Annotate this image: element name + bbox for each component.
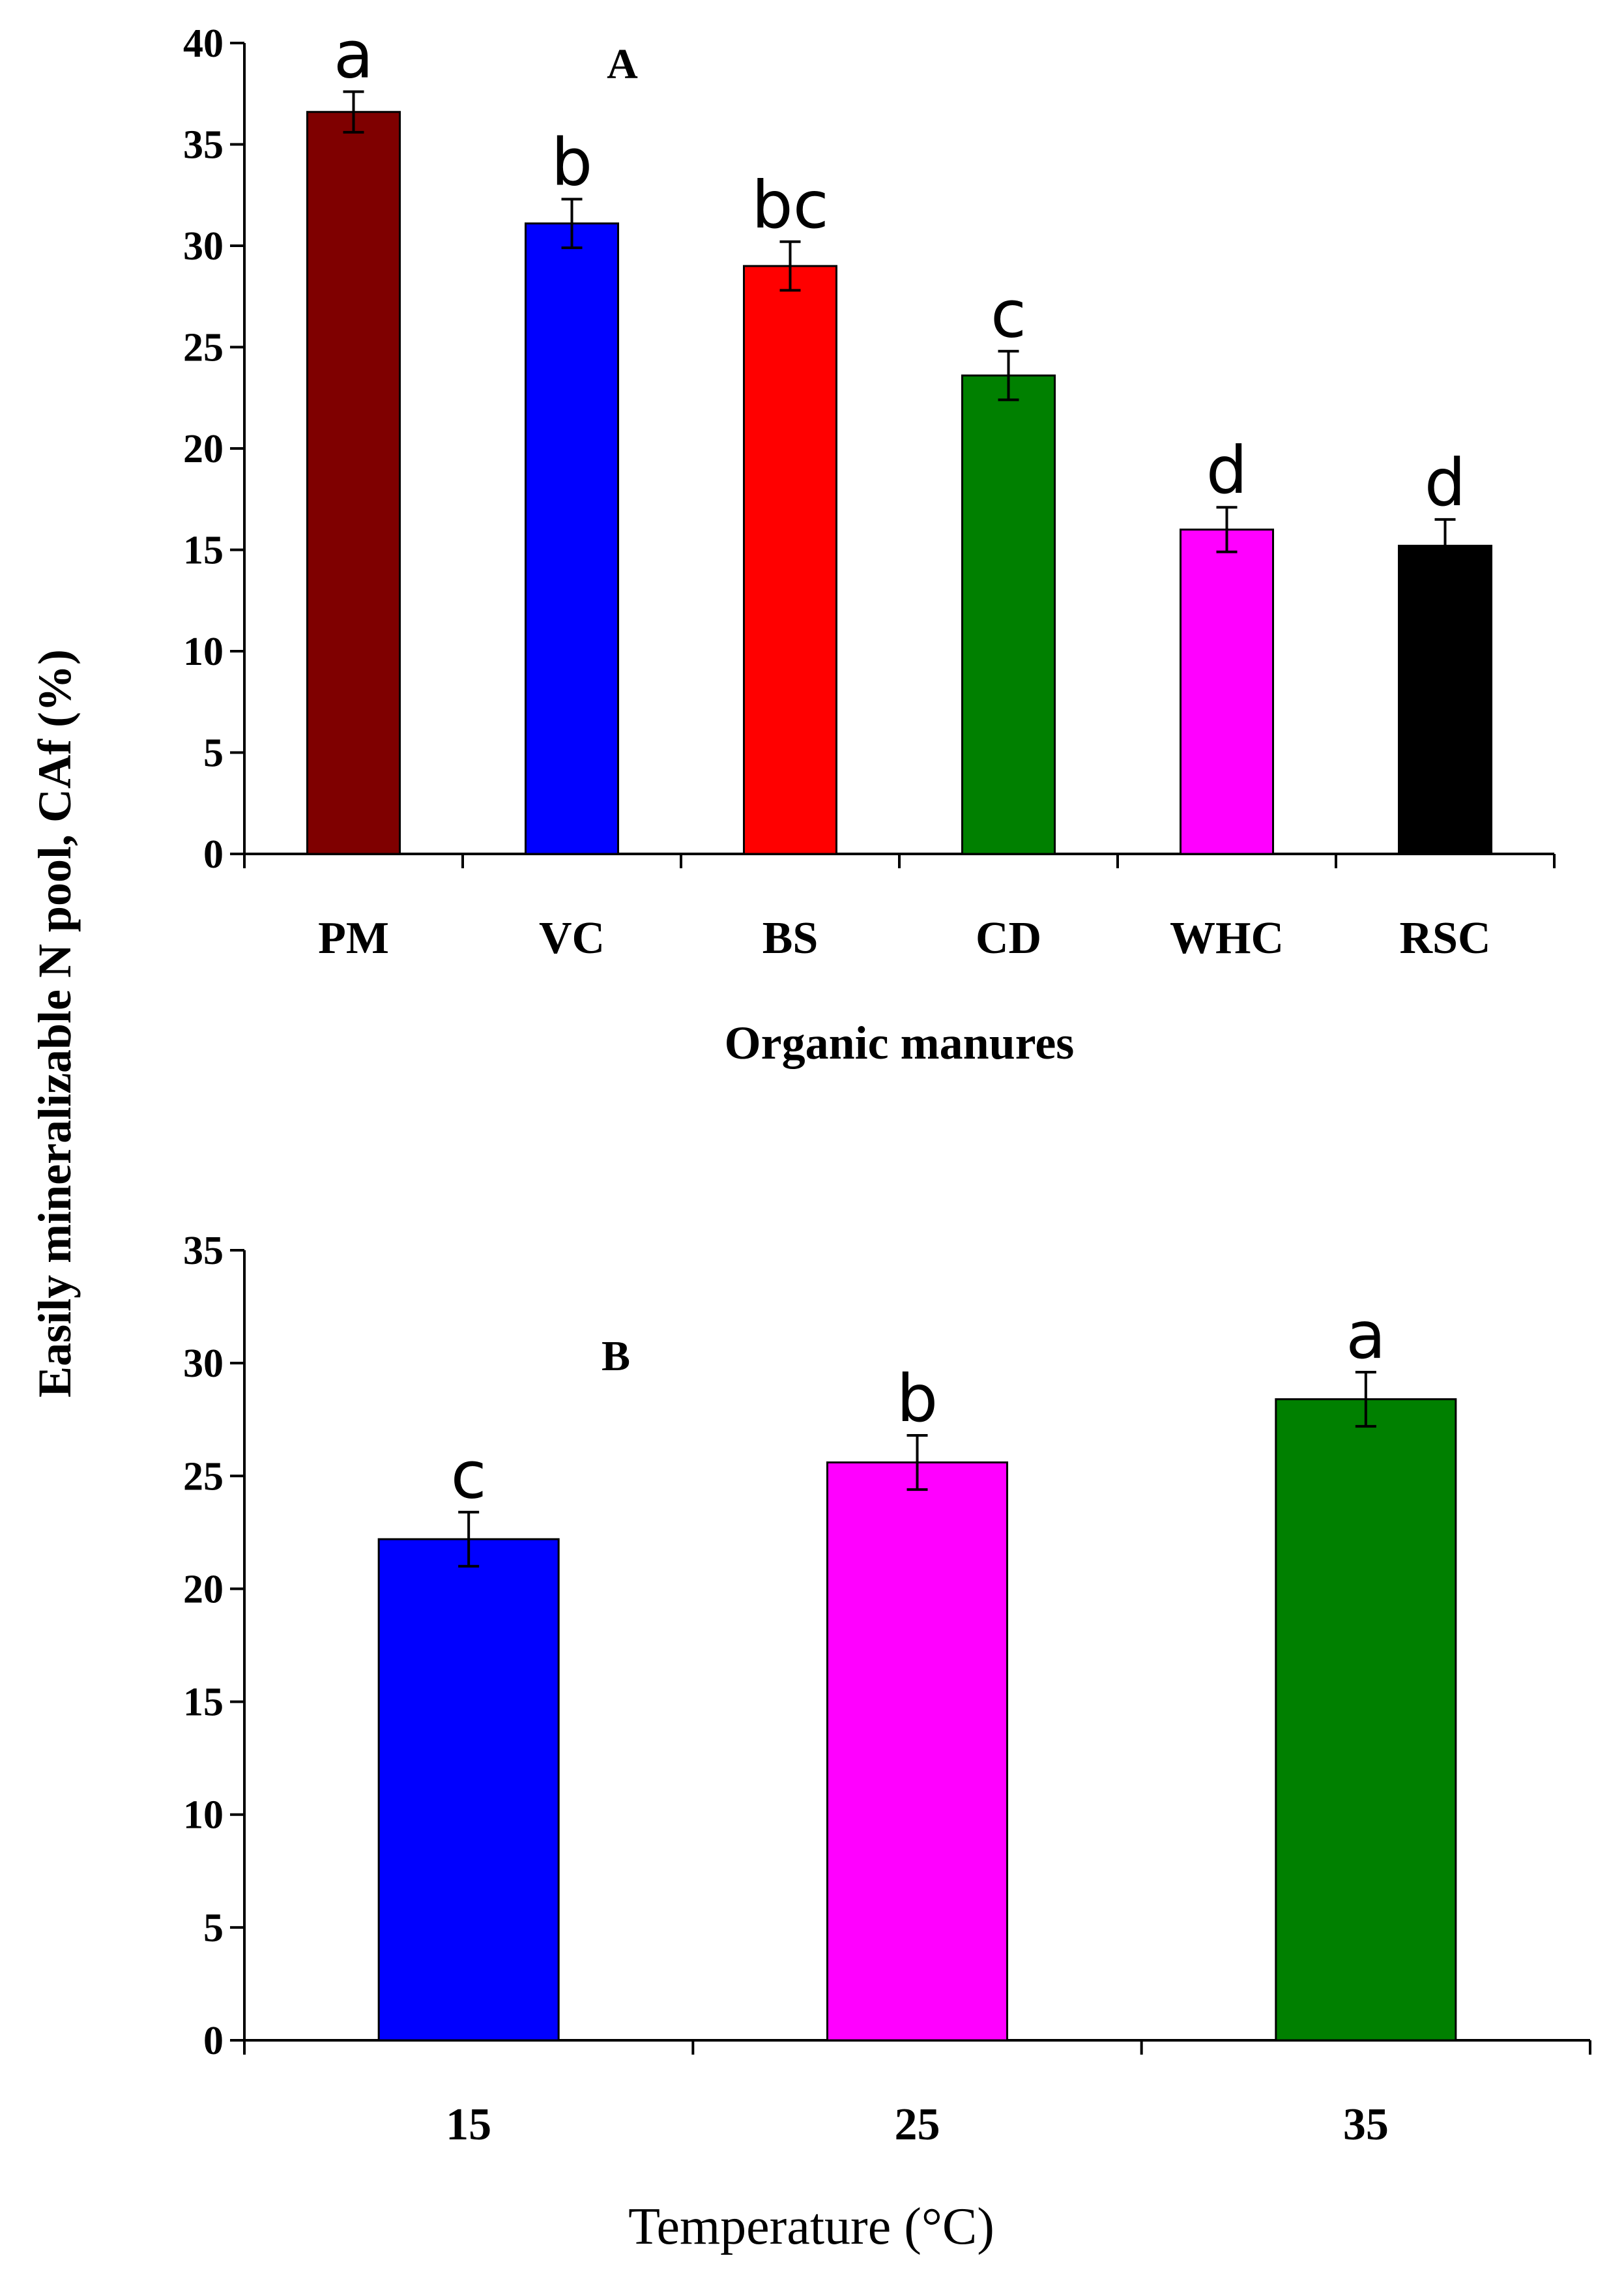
panel-a-category-label: VC: [539, 913, 605, 963]
panel-a-y-tick-label: 20: [183, 427, 224, 471]
panel-b-y-tick-label: 15: [183, 1680, 224, 1725]
panel-a-y-tick-label: 0: [203, 832, 224, 877]
panel-a-y-tick-label: 35: [183, 123, 224, 168]
panel-a-y-tick-label: 40: [183, 22, 224, 66]
panel-a-y-tick-label: 25: [183, 326, 224, 370]
panel-a-bar-BS: [743, 265, 837, 855]
panel-b-bar-35: [1275, 1398, 1457, 2042]
panel-b-label: B: [602, 1332, 630, 1380]
panel-b-significance-letter: c: [451, 1437, 487, 1514]
panel-b-significance-letter: b: [897, 1360, 938, 1437]
panel-b-bar-25: [826, 1461, 1008, 2042]
panel-a-bar-WHC: [1180, 528, 1274, 855]
y-axis-label: Easily mineralizable N pool, CAf (%): [29, 649, 81, 1398]
panel-b-y-tick-label: 20: [183, 1567, 224, 1611]
panel-a-y-tick-label: 5: [203, 731, 224, 776]
panel-b-y-tick-label: 25: [183, 1454, 224, 1499]
panel-a-label: A: [607, 40, 638, 88]
panel-a-significance-letter: bc: [751, 167, 828, 243]
panel-b-y-tick-label: 10: [183, 1793, 224, 1838]
panel-b: 0 5 10 15 20 25 30 35 c 15 b 25 a 35 B Temperature (°…: [183, 1229, 1591, 2255]
panel-b-category-label: 35: [1343, 2100, 1389, 2150]
panel-a-significance-letter: b: [551, 124, 592, 200]
panel-a-x-axis-title: Organic manures: [725, 1017, 1075, 1069]
panel-a-y-tick-label: 10: [183, 630, 224, 674]
panel-b-category-label: 15: [446, 2100, 491, 2150]
panel-a-significance-letter: c: [991, 276, 1026, 353]
panel-a-significance-letter: d: [1206, 432, 1247, 508]
panel-a-marks: 0 5 10 15 20 25 30 35 40 a PM b VC bc BS c CD d WHC d RSC: [183, 17, 1556, 963]
panel-a-bar-PM: [306, 111, 401, 855]
panel-b-y-tick-label: 5: [203, 1906, 224, 1950]
panel-a-category-label: CD: [976, 913, 1041, 963]
panel-a-significance-letter: d: [1425, 445, 1466, 521]
panel-b-y-tick-label: 30: [183, 1342, 224, 1386]
panel-b-significance-letter: a: [1346, 1297, 1385, 1373]
panel-a-y-tick-label: 30: [183, 224, 224, 269]
panel-b-y-tick-label: 35: [183, 1229, 224, 1273]
panel-a-significance-letter: a: [334, 17, 373, 93]
panel-a-bar-RSC: [1398, 544, 1492, 855]
panel-a-category-label: PM: [318, 913, 389, 963]
panel-b-x-axis-title: Temperature (°C): [628, 2198, 994, 2255]
panel-b-category-label: 25: [895, 2100, 940, 2150]
panel-b-marks: 0 5 10 15 20 25 30 35 c 15 b 25 a 35: [183, 1229, 1591, 2150]
panel-a-bar-VC: [525, 222, 619, 855]
panel-b-y-tick-label: 0: [203, 2019, 224, 2063]
panel-b-bar-15: [377, 1538, 560, 2042]
panel-a-category-label: WHC: [1170, 913, 1284, 963]
panel-a-y-tick-label: 15: [183, 529, 224, 573]
panel-a-category-label: RSC: [1399, 913, 1490, 963]
panel-a-bar-CD: [961, 374, 1056, 855]
panel-a-category-label: BS: [762, 913, 819, 963]
